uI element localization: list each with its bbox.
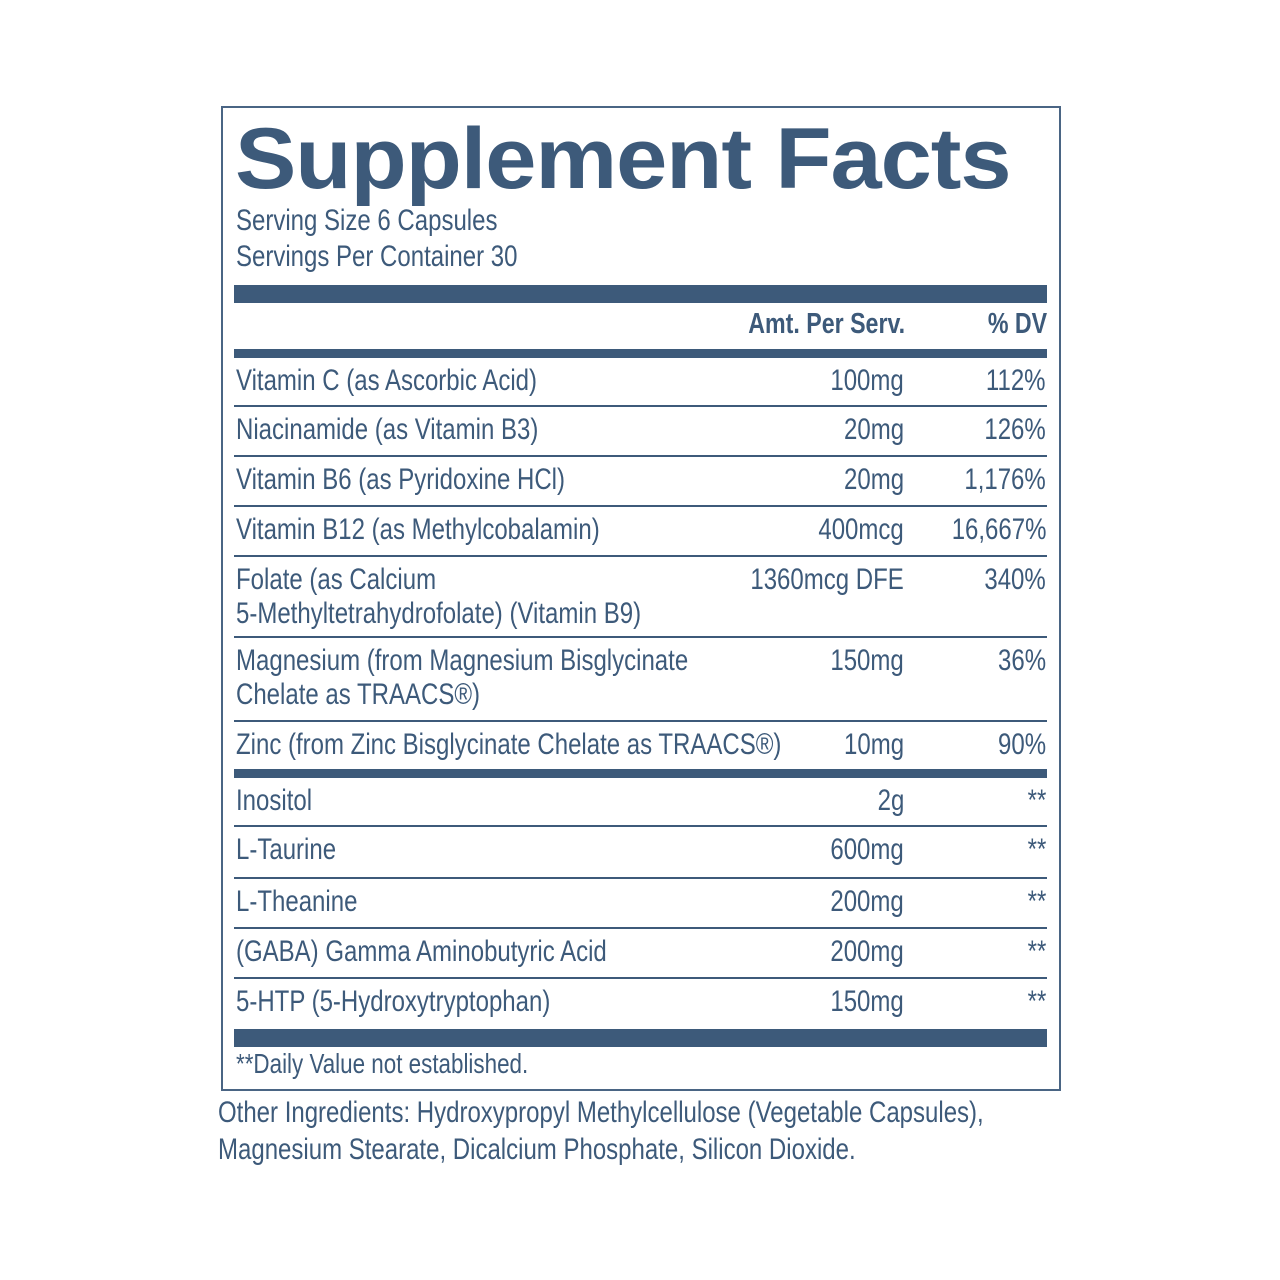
ingredient-name: L-Theanine <box>236 885 358 918</box>
amount: 400mcg <box>818 513 904 546</box>
amount-header: Amt. Per Serv. <box>748 308 905 340</box>
amount: 150mg <box>830 985 904 1018</box>
table-row: L-Taurine 600mg ** <box>234 827 1047 879</box>
daily-value: 112% <box>986 364 1046 397</box>
ingredient-name: Vitamin B6 (as Pyridoxine HCl) <box>236 463 566 496</box>
panel-title: Supplement Facts <box>235 111 1012 207</box>
ingredient-name-cont: 5-Methyltetrahydrofolate) (Vitamin B9) <box>236 597 642 630</box>
table-row: Vitamin C (as Ascorbic Acid) 100mg 112% <box>234 358 1047 407</box>
daily-value: 90% <box>997 728 1046 761</box>
ingredient-name: Vitamin C (as Ascorbic Acid) <box>236 364 537 397</box>
ingredient-name: Niacinamide (as Vitamin B3) <box>236 413 539 446</box>
footnote: **Daily Value not established. <box>236 1048 529 1079</box>
table-row: Zinc (from Zinc Bisglycinate Chelate as … <box>234 722 1047 770</box>
supplement-facts-panel: Supplement Facts Serving Size 6 Capsules… <box>221 106 1061 1091</box>
header-divider <box>234 349 1047 358</box>
servings-per-container: Servings Per Container 30 <box>236 240 518 273</box>
daily-value: 16,667% <box>951 513 1046 546</box>
daily-value: 340% <box>984 563 1046 596</box>
amount: 200mg <box>830 935 904 968</box>
daily-value: 1,176% <box>964 463 1046 496</box>
dv-header: % DV <box>987 308 1047 340</box>
thick-divider <box>234 285 1047 303</box>
table-row: Magnesium (from Magnesium Bisglycinate Ch… <box>234 638 1047 722</box>
section-divider <box>234 769 1047 778</box>
amount: 200mg <box>830 885 904 918</box>
amount: 100mg <box>830 364 904 397</box>
ingredient-name: Vitamin B12 (as Methylcobalamin) <box>236 513 600 546</box>
daily-value: ** <box>1027 833 1046 866</box>
amount: 2g <box>877 784 904 817</box>
table-row: Vitamin B12 (as Methylcobalamin) 400mcg 16… <box>234 507 1047 557</box>
other-ingredients: Other Ingredients: Hydroxypropyl Methylc… <box>218 1096 984 1166</box>
daily-value: ** <box>1027 885 1046 918</box>
table-row: Vitamin B6 (as Pyridoxine HCl) 20mg 1,176% <box>234 457 1047 507</box>
daily-value: ** <box>1027 985 1046 1018</box>
amount: 20mg <box>843 463 904 496</box>
ingredient-name: Inositol <box>236 784 313 817</box>
ingredient-name: Folate (as Calcium <box>236 563 437 596</box>
amount: 1360mcg DFE <box>750 563 904 596</box>
vitamin-rows: Vitamin C (as Ascorbic Acid) 100mg 112% Nia… <box>234 358 1047 770</box>
ingredient-name: Magnesium (from Magnesium Bisglycinate <box>236 644 689 677</box>
table-row: (GABA) Gamma Aminobutyric Acid 200mg ** <box>234 929 1047 979</box>
daily-value: 126% <box>984 413 1046 446</box>
daily-value: ** <box>1027 784 1046 817</box>
ingredient-name: Zinc (from Zinc Bisglycinate Chelate as … <box>236 728 782 761</box>
ingredient-name-cont: Chelate as TRAACS®) <box>236 678 480 711</box>
table-row: Niacinamide (as Vitamin B3) 20mg 126% <box>234 407 1047 457</box>
daily-value: 36% <box>997 644 1046 677</box>
amount: 20mg <box>843 413 904 446</box>
table-row: L-Theanine 200mg ** <box>234 879 1047 929</box>
bottom-divider <box>234 1029 1047 1047</box>
amount: 10mg <box>843 728 904 761</box>
table-row: 5-HTP (5-Hydroxytryptophan) 150mg ** <box>234 979 1047 1030</box>
other-rows: Inositol 2g ** L-Taurine 600mg ** L-Theanine 20… <box>234 778 1047 1030</box>
ingredient-name: (GABA) Gamma Aminobutyric Acid <box>236 935 607 968</box>
ingredient-name: L-Taurine <box>236 833 337 866</box>
daily-value: ** <box>1027 935 1046 968</box>
table-row: Folate (as Calcium 5-Methyltetrahydrofola… <box>234 557 1047 638</box>
table-row: Inositol 2g ** <box>234 778 1047 827</box>
serving-size: Serving Size 6 Capsules <box>236 204 498 237</box>
amount: 150mg <box>830 644 904 677</box>
ingredient-name: 5-HTP (5-Hydroxytryptophan) <box>236 985 551 1018</box>
amount: 600mg <box>830 833 904 866</box>
